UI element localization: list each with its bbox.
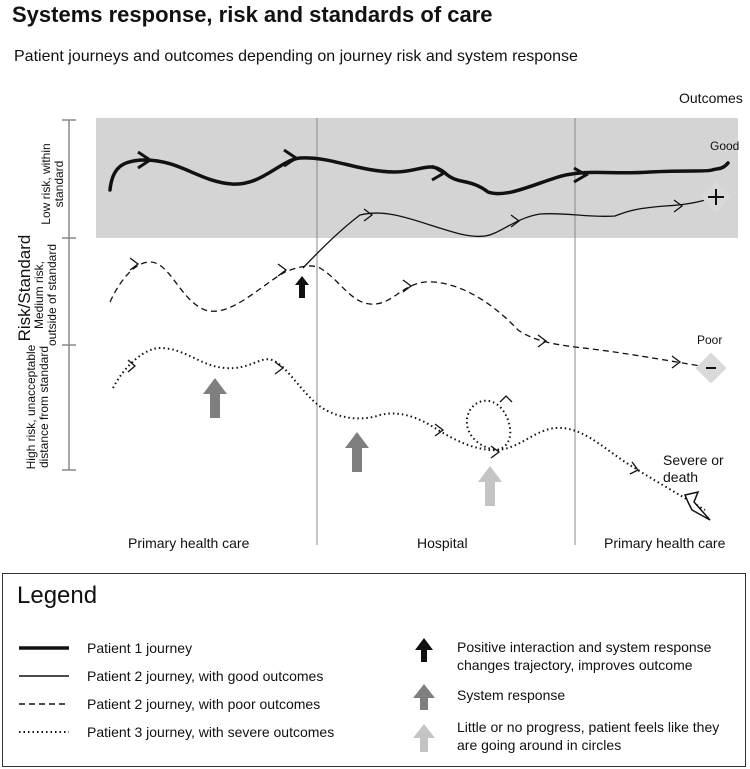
legend-arrow-symbols — [413, 638, 435, 752]
legend-light-arrow-icon — [413, 724, 435, 752]
legend-black-arrow-icon — [415, 638, 433, 662]
page-title: Systems response, risk and standards of … — [12, 2, 493, 27]
positive-interaction-arrow-icon — [295, 276, 309, 298]
circles-arrow-icon — [478, 466, 502, 506]
legend-item-patient-1: Patient 1 journey — [87, 640, 193, 656]
patient-3-journey — [112, 346, 706, 511]
setting-label-hospital: Hospital — [417, 535, 468, 551]
system-response-arrow-icon — [345, 432, 369, 472]
band-label-low: Low risk, within standard — [39, 143, 66, 225]
system-response-arrow-icon — [203, 378, 227, 418]
outcome-severe-label: Severe or death — [663, 452, 724, 485]
legend: Legend Patient 1 journey Patient 2 journ… — [2, 573, 746, 767]
page-subtitle: Patient journeys and outcomes depending … — [14, 48, 578, 65]
legend-item-patient-2-good: Patient 2 journey, with good outcomes — [87, 668, 324, 684]
patient-2-poor-journey — [109, 261, 713, 369]
setting-label-primary-2: Primary health care — [604, 535, 726, 551]
band-label-high: High risk, unacceptable distance from st… — [24, 344, 51, 470]
legend-item-patient-2-poor: Patient 2 journey, with poor outcomes — [87, 696, 321, 712]
band-label-medium: Medium risk, outside of standard — [32, 243, 59, 347]
outcome-poor-label: Poor — [697, 333, 723, 347]
legend-item-circles: Little or no progress, patient feels lik… — [457, 719, 720, 753]
low-risk-band — [96, 118, 738, 238]
legend-title: Legend — [17, 582, 98, 609]
legend-item-positive-interaction: Positive interaction and system response… — [457, 639, 712, 673]
patient-2-good-journey — [302, 197, 713, 269]
legend-item-patient-3: Patient 3 journey, with severe outcomes — [87, 724, 335, 740]
outcome-good-label: Good — [710, 139, 740, 153]
setting-label-primary-1: Primary health care — [128, 535, 250, 551]
legend-item-system-response: System response — [457, 687, 566, 703]
legend-grey-arrow-icon — [413, 684, 435, 710]
journey-diagram — [62, 118, 738, 545]
outcomes-heading: Outcomes — [679, 90, 743, 106]
poor-outcome-minus-icon — [695, 352, 727, 384]
legend-line-symbols — [19, 646, 69, 733]
severe-outcome-lightning-icon — [683, 490, 711, 521]
